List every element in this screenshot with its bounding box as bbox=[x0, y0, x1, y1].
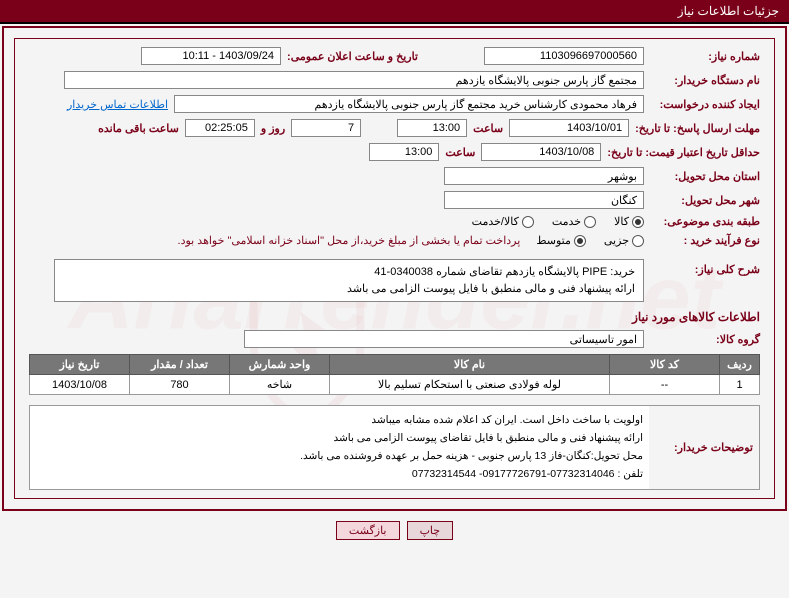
response-time-remaining: 02:25:05 bbox=[185, 119, 255, 137]
days-suffix: روز و bbox=[261, 122, 285, 135]
purchase-type-option-1[interactable]: متوسط bbox=[536, 234, 586, 247]
price-time-label: ساعت bbox=[445, 146, 475, 159]
items-th-0: ردیف bbox=[720, 355, 760, 375]
items-td-0-2: لوله فولادی صنعتی با استحکام تسلیم بالا bbox=[330, 375, 610, 395]
requester-value: فرهاد محمودی کارشناس خرید مجتمع گاز پارس… bbox=[174, 95, 644, 113]
category-radio-label-0: کالا bbox=[614, 215, 629, 228]
footer-buttons: چاپ بازگشت bbox=[0, 513, 789, 548]
buyer-org-value: مجتمع گاز پارس جنوبی پالایشگاه یازدهم bbox=[64, 71, 644, 89]
buyer-note-line-0: اولویت با ساخت داخل است. ایران کد اعلام … bbox=[36, 412, 643, 430]
remaining-suffix: ساعت باقی مانده bbox=[98, 122, 179, 135]
purchase-type-radio-label-0: جزیی bbox=[604, 234, 629, 247]
purchase-type-radio-group: جزیی متوسط bbox=[536, 234, 644, 247]
items-th-4: تعداد / مقدار bbox=[130, 355, 230, 375]
buyer-note-line-2: محل تحویل:کنگان-فاز 13 پارس جنوبی - هزین… bbox=[36, 448, 643, 466]
general-desc-line1: خرید: PIPE پالایشگاه یازدهم تقاضای شماره… bbox=[63, 264, 635, 281]
print-button[interactable]: چاپ bbox=[407, 521, 454, 540]
province-value: بوشهر bbox=[444, 167, 644, 185]
items-td-0-4: 780 bbox=[130, 375, 230, 395]
buyer-notes-label: توضیحات خریدار: bbox=[649, 435, 759, 460]
category-option-2[interactable]: کالا/خدمت bbox=[472, 215, 534, 228]
requester-label: ایجاد کننده درخواست: bbox=[650, 98, 760, 111]
buyer-org-label: نام دستگاه خریدار: bbox=[650, 74, 760, 87]
items-th-5: تاریخ نیاز bbox=[30, 355, 130, 375]
buyer-note-line-1: ارائه پیشنهاد فنی و مالی منطبق با فایل ت… bbox=[36, 430, 643, 448]
purchase-type-option-0[interactable]: جزیی bbox=[604, 234, 644, 247]
category-radio-2[interactable] bbox=[522, 216, 534, 228]
buyer-notes-box: توضیحات خریدار: اولویت با ساخت داخل است.… bbox=[29, 405, 760, 490]
province-label: استان محل تحویل: bbox=[650, 170, 760, 183]
page-title: جزئیات اطلاعات نیاز bbox=[678, 4, 779, 18]
items-td-0-1: -- bbox=[610, 375, 720, 395]
response-time-label: ساعت bbox=[473, 122, 503, 135]
items-td-0-3: شاخه bbox=[230, 375, 330, 395]
items-th-2: نام کالا bbox=[330, 355, 610, 375]
response-days-remaining: 7 bbox=[291, 119, 361, 137]
city-label: شهر محل تحویل: bbox=[650, 194, 760, 207]
buyer-contact-link[interactable]: اطلاعات تماس خریدار bbox=[67, 98, 168, 111]
need-number-value: 1103096697000560 bbox=[484, 47, 644, 65]
price-validity-time: 13:00 bbox=[369, 143, 439, 161]
category-radio-label-2: کالا/خدمت bbox=[472, 215, 519, 228]
group-value: امور تاسیساتی bbox=[244, 330, 644, 348]
category-option-1[interactable]: خدمت bbox=[552, 215, 596, 228]
table-row: 1--لوله فولادی صنعتی با استحکام تسلیم با… bbox=[30, 375, 760, 395]
group-label: گروه کالا: bbox=[650, 333, 760, 346]
page-header: جزئیات اطلاعات نیاز bbox=[0, 0, 789, 24]
items-th-3: واحد شمارش bbox=[230, 355, 330, 375]
category-label: طبقه بندی موضوعی: bbox=[650, 215, 760, 228]
general-desc-label: شرح کلی نیاز: bbox=[650, 259, 760, 276]
items-td-0-0: 1 bbox=[720, 375, 760, 395]
purchase-type-radio-0[interactable] bbox=[632, 235, 644, 247]
back-button[interactable]: بازگشت bbox=[336, 521, 400, 540]
price-validity-label: حداقل تاریخ اعتبار قیمت: تا تاریخ: bbox=[607, 146, 760, 159]
items-td-0-5: 1403/10/08 bbox=[30, 375, 130, 395]
items-th-1: کد کالا bbox=[610, 355, 720, 375]
response-deadline-time: 13:00 bbox=[397, 119, 467, 137]
buyer-note-line-3: تلفن : 07732314046-09177726791- 07732314… bbox=[36, 466, 643, 484]
buyer-notes-text: اولویت با ساخت داخل است. ایران کد اعلام … bbox=[30, 406, 649, 489]
purchase-type-label: نوع فرآیند خرید : bbox=[650, 234, 760, 247]
price-validity-date: 1403/10/08 bbox=[481, 143, 601, 161]
purchase-type-radio-label-1: متوسط bbox=[536, 234, 571, 247]
need-number-label: شماره نیاز: bbox=[650, 50, 760, 63]
general-desc-line2: ارائه پیشنهاد فنی و مالی منطبق با فایل پ… bbox=[63, 281, 635, 298]
category-radio-1[interactable] bbox=[584, 216, 596, 228]
response-deadline-label: مهلت ارسال پاسخ: تا تاریخ: bbox=[635, 122, 760, 135]
items-section-title: اطلاعات کالاهای مورد نیاز bbox=[29, 310, 760, 324]
purchase-type-note: پرداخت تمام یا بخشی از مبلغ خرید،از محل … bbox=[178, 234, 521, 247]
category-radio-0[interactable] bbox=[632, 216, 644, 228]
purchase-type-radio-1[interactable] bbox=[574, 235, 586, 247]
city-value: کنگان bbox=[444, 191, 644, 209]
category-option-0[interactable]: کالا bbox=[614, 215, 644, 228]
details-panel: شماره نیاز: 1103096697000560 تاریخ و ساع… bbox=[14, 38, 775, 499]
response-deadline-date: 1403/10/01 bbox=[509, 119, 629, 137]
items-table: ردیفکد کالانام کالاواحد شمارشتعداد / مقد… bbox=[29, 354, 760, 395]
general-desc-box: خرید: PIPE پالایشگاه یازدهم تقاضای شماره… bbox=[54, 259, 644, 302]
announce-label: تاریخ و ساعت اعلان عمومی: bbox=[287, 50, 418, 63]
category-radio-group: کالا خدمت کالا/خدمت bbox=[472, 215, 644, 228]
announce-value: 1403/09/24 - 10:11 bbox=[141, 47, 281, 65]
category-radio-label-1: خدمت bbox=[552, 215, 581, 228]
